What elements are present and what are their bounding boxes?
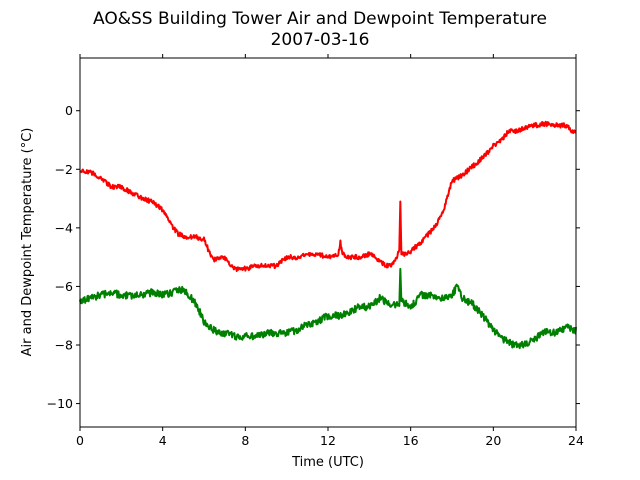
y-tick-label: −10: [47, 396, 73, 411]
x-tick-label: 0: [76, 433, 84, 448]
x-tick-label: 4: [159, 433, 167, 448]
dewpoint-temperature-line: [79, 267, 577, 350]
x-tick-label: 12: [320, 433, 336, 448]
y-tick-label: 0: [65, 103, 73, 118]
y-axis-label: Air and Dewpoint Temperature (°C): [20, 128, 35, 357]
plot-area: [79, 120, 577, 350]
y-tick-label: −2: [55, 162, 73, 177]
y-tick-label: −6: [55, 279, 73, 294]
y-tick-label: −4: [55, 220, 73, 235]
air-temperature-line: [79, 120, 577, 273]
x-tick-label: 20: [485, 433, 501, 448]
x-axis-label: Time (UTC): [291, 455, 364, 470]
x-tick-label: 8: [241, 433, 249, 448]
chart-subtitle: 2007-03-16: [271, 30, 370, 50]
chart-title: AO&SS Building Tower Air and Dewpoint Te…: [93, 9, 547, 29]
x-tick-label: 24: [568, 433, 584, 448]
x-tick-label: 16: [403, 433, 419, 448]
axes: 0 4 8 12 16 20 24 0 −2 −4 −6 −8 −10: [47, 54, 584, 448]
plot-frame: [79, 57, 577, 428]
y-tick-label: −8: [55, 338, 73, 353]
